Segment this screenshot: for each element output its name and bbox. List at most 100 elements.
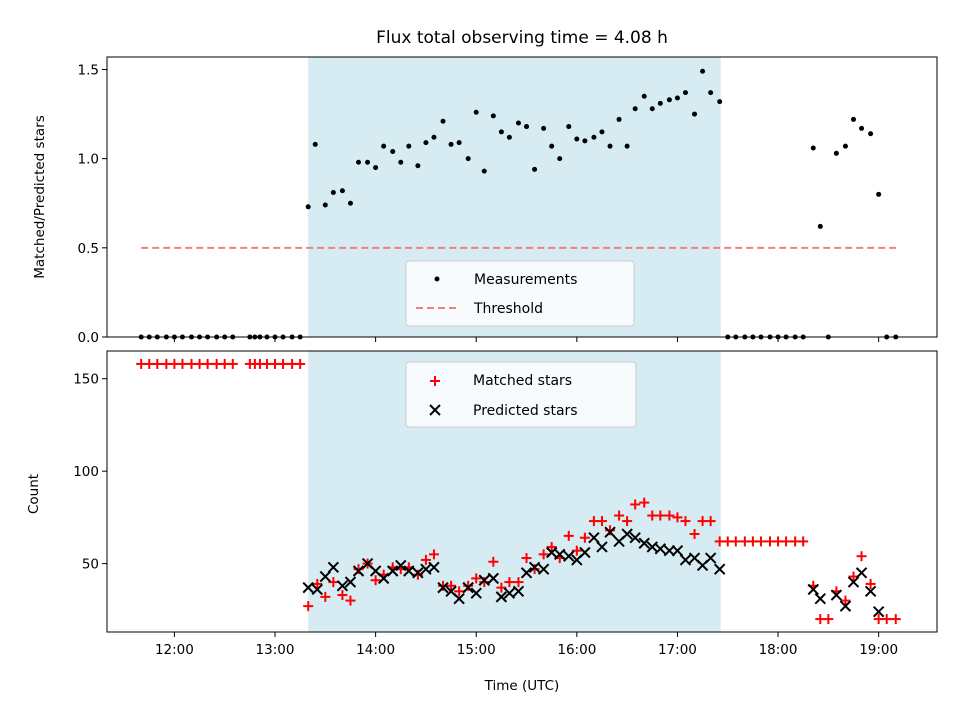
measurements-point: [876, 191, 882, 197]
matched-stars-point: [152, 358, 163, 369]
matched-stars-point: [471, 573, 482, 584]
matched-stars-point: [689, 529, 700, 540]
matched-stars-point: [420, 554, 431, 565]
matched-stars-point: [303, 601, 314, 612]
predicted-stars-point: [311, 583, 323, 596]
predicted-stars-point: [453, 593, 465, 605]
predicted-stars-point: [814, 593, 827, 605]
x-tick-label: 12:00: [155, 642, 194, 658]
measurements-point: [632, 106, 638, 112]
matched-stars-point: [865, 578, 876, 589]
measurements-point: [339, 188, 345, 194]
threshold-legend-label: Threshold: [473, 301, 543, 317]
count-y-tick-label: 50: [82, 557, 99, 573]
measurements-point: [607, 143, 613, 149]
matched-stars-point: [312, 578, 323, 589]
predicted-stars-point: [336, 580, 349, 592]
matched-stars-point: [705, 516, 716, 527]
predicted-stars-point: [864, 585, 877, 598]
ratio-y-tick-label: 0.5: [78, 241, 99, 257]
predicted-stars-point: [512, 585, 525, 598]
matched-stars-point: [370, 575, 381, 586]
measurements-point: [868, 131, 874, 137]
predicted-stars-point: [403, 565, 415, 577]
predicted-stars-point: [807, 583, 819, 596]
measurements-point: [574, 136, 580, 142]
matched-stars-point: [202, 358, 213, 369]
measurements-point: [692, 111, 698, 117]
matched-stars-point: [881, 614, 892, 625]
measurements-point: [708, 90, 714, 96]
predicted-stars-point: [478, 574, 490, 586]
x-tick-label: 18:00: [759, 642, 798, 658]
matched-stars-point: [630, 499, 641, 510]
matched-stars-point: [454, 586, 465, 597]
x-axis-label: Time (UTC): [484, 678, 560, 694]
predicted-stars-point: [654, 543, 667, 555]
matched-stars-point: [571, 545, 582, 556]
matched-stars-point: [353, 564, 364, 575]
ratio-plot-frame: [106, 56, 938, 338]
matched-stars-point: [446, 580, 457, 591]
matched-stars-point: [672, 512, 683, 523]
predicted-stars-point: [621, 528, 633, 540]
measurements-point: [398, 159, 404, 165]
measurements-point: [465, 156, 471, 162]
matched-stars-point: [622, 516, 633, 527]
measurements-point: [473, 109, 479, 115]
predicted-stars-point: [629, 532, 641, 544]
measurements-point: [616, 116, 622, 122]
matched-stars-point: [605, 525, 616, 536]
chart-title: Flux total observing time = 4.08 h: [376, 28, 668, 48]
matched-stars-point: [328, 577, 339, 588]
matched-stars-point: [730, 536, 741, 547]
measurements-point: [549, 143, 555, 149]
matched-stars-point: [428, 549, 439, 560]
predicted-stars-point: [579, 546, 591, 559]
measurements-point: [490, 113, 496, 119]
matched-stars-point: [639, 497, 650, 508]
ratio-y-tick-label: 1.5: [78, 62, 99, 78]
matched-stars-point: [856, 551, 867, 562]
measurements-point: [347, 200, 353, 206]
predicted-stars-point: [638, 537, 650, 549]
predicted-stars-point: [470, 587, 482, 599]
measurements-point: [599, 129, 605, 135]
measurements-point: [312, 141, 318, 147]
measurements-point: [406, 143, 412, 149]
measurements-point: [373, 165, 379, 171]
measurements-point: [365, 159, 371, 165]
measurements-point: [557, 156, 563, 162]
x-tick-label: 14:00: [356, 642, 395, 658]
predicted-stars-point: [563, 550, 575, 562]
measurements-point: [859, 125, 865, 131]
predicted-stars-point: [830, 589, 843, 601]
x-tick-label: 19:00: [859, 642, 898, 658]
measurements-point: [566, 124, 572, 130]
measurements-point: [717, 99, 723, 105]
count-legend: Matched stars Predicted stars: [405, 361, 637, 428]
predicted-stars-point: [855, 567, 868, 579]
predicted-stars-point: [872, 605, 885, 618]
measurements-point: [700, 68, 706, 74]
x-tick-label: 13:00: [256, 642, 295, 658]
predicted-stars-point: [588, 532, 600, 544]
predicted-stars-point: [352, 565, 365, 577]
predicted-stars-point: [679, 554, 692, 566]
predicted-stars-point: [528, 561, 541, 574]
measurements-point: [641, 93, 647, 99]
measurements-point: [810, 145, 816, 151]
measurements-point: [305, 204, 311, 210]
count-y-tick-label: 100: [73, 464, 99, 480]
matched-stars-legend-marker: [430, 376, 440, 386]
matched-stars-point: [798, 536, 809, 547]
measurements-point: [423, 140, 429, 146]
measurements-point: [390, 149, 396, 155]
predicted-stars-point: [520, 567, 533, 579]
count-plot-frame: [106, 350, 938, 633]
predicted-stars-point: [462, 581, 474, 594]
matched-stars-point: [840, 595, 851, 606]
measurements-point: [649, 106, 655, 112]
predicted-stars-point: [604, 526, 616, 538]
